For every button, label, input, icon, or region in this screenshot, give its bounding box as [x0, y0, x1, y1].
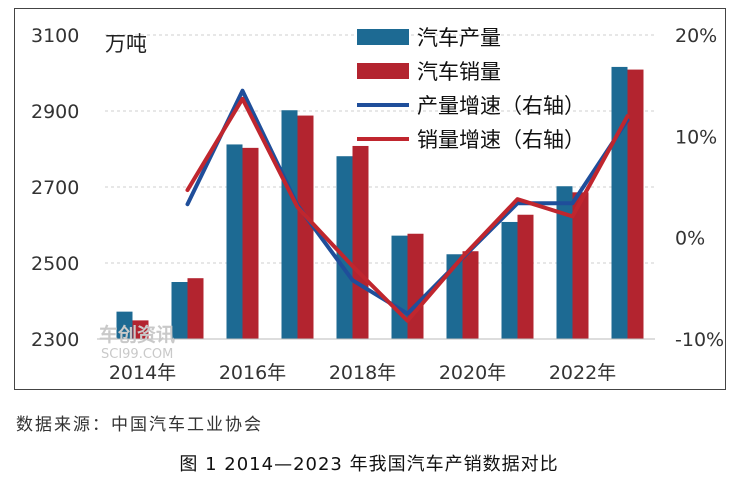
sales-bar: [627, 69, 644, 339]
production-bar: [226, 144, 243, 339]
sales-bar: [407, 233, 424, 339]
x-tick-label: 2014年: [109, 362, 176, 384]
sales-bar: [132, 320, 149, 339]
sales-bar: [517, 214, 534, 339]
sales-bar: [462, 251, 479, 339]
production-bar: [501, 221, 518, 339]
production-bar: [446, 254, 463, 339]
production-bar: [611, 66, 628, 340]
chart-canvas: 2300 2500 2700 2900 3100 -10% 0% 10% 20% 2014年 201…: [31, 25, 724, 384]
legend-swatch: [357, 63, 409, 79]
chart-frame: 2300 2500 2700 2900 3100 -10% 0% 10% 20% 2014年 201…: [14, 8, 726, 390]
legend-label: 汽车产量: [417, 26, 501, 50]
production-bar: [281, 110, 298, 340]
y-left-tick-label: 2900: [31, 101, 79, 123]
y-left-tick-label: 2700: [31, 177, 79, 199]
production-bar: [171, 282, 188, 339]
production-bar: [556, 186, 573, 339]
sales-growth-line: [185, 96, 630, 323]
production-bar: [336, 156, 353, 339]
x-tick-label: 2016年: [219, 362, 286, 384]
production-bar: [116, 311, 133, 339]
watermark-cn: 车创资讯: [99, 323, 175, 346]
sales-bar: [572, 192, 589, 339]
data-source-note: 数据来源：中国汽车工业协会: [16, 415, 263, 435]
legend-label: 销量增速（右轴）: [417, 128, 585, 152]
y-right-tick-label: -10%: [675, 329, 724, 351]
sales-bar: [242, 147, 259, 339]
sales-bar: [352, 145, 369, 339]
x-tick-label: 2020年: [439, 362, 506, 384]
y-right-tick-label: 10%: [675, 126, 717, 148]
x-tick-label: 2018年: [329, 362, 396, 384]
y-left-tick-label: 2300: [31, 329, 79, 351]
sales-bar: [187, 278, 204, 339]
line-layer: [185, 88, 630, 323]
y-right-tick-label: 0%: [675, 228, 705, 250]
figure-caption: 图 1 2014—2023 年我国汽车产销数据对比: [179, 454, 559, 475]
y-left-tick-label: 2500: [31, 253, 79, 275]
x-tick-label: 2022年: [549, 362, 616, 384]
watermark: 车创资讯 SCI99.COM: [99, 323, 175, 362]
legend-label: 汽车销量: [417, 60, 501, 84]
axis-layer: 2300 2500 2700 2900 3100 -10% 0% 10% 20% 2014年 201…: [31, 25, 724, 384]
watermark-en: SCI99.COM: [101, 347, 173, 362]
legend-swatch: [357, 29, 409, 45]
y-right-tick-label: 20%: [675, 25, 717, 47]
sales-bar: [297, 115, 314, 339]
y-left-tick-label: 3100: [31, 25, 79, 47]
unit-label: 万吨: [105, 32, 147, 56]
legend-label: 产量增速（右轴）: [417, 94, 585, 118]
production-bar: [391, 235, 408, 339]
production-growth-line: [185, 88, 630, 316]
